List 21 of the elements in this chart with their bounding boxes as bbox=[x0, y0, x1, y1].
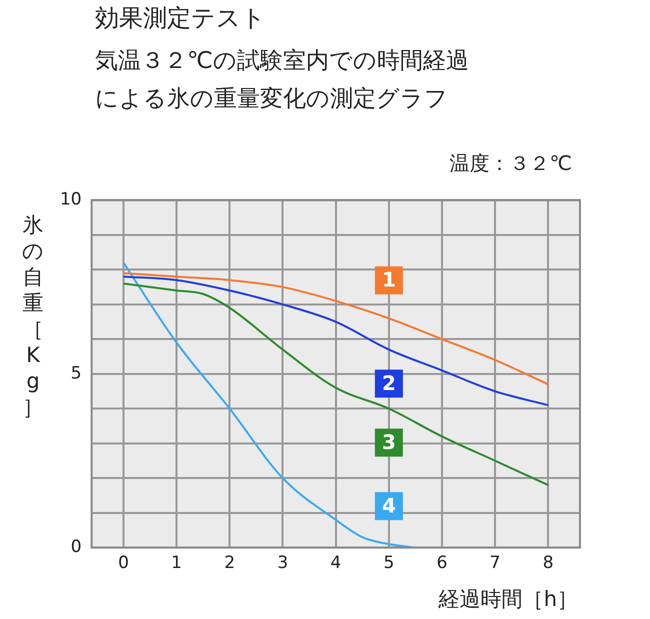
series-label: 1 bbox=[382, 268, 396, 292]
x-tick-label: 7 bbox=[490, 553, 500, 574]
x-tick-label: 6 bbox=[436, 553, 448, 574]
x-axis-title: 経過時間［h］ bbox=[438, 586, 578, 613]
y-tick-label: 0 bbox=[70, 537, 82, 558]
x-tick-label: 4 bbox=[330, 553, 342, 574]
x-tick-label: 5 bbox=[383, 553, 394, 574]
y-tick-label: 5 bbox=[70, 363, 82, 384]
chart-title: 効果測定テスト bbox=[95, 3, 266, 34]
x-tick-label: 3 bbox=[277, 553, 288, 574]
series-label: 3 bbox=[382, 430, 396, 454]
y-tick-label: 10 bbox=[60, 190, 82, 210]
series-label: 2 bbox=[382, 370, 396, 395]
x-tick-label: 0 bbox=[118, 553, 129, 574]
series-label: 4 bbox=[382, 493, 396, 518]
x-tick-label: 2 bbox=[224, 553, 236, 574]
y-axis-title: 氷の自重［Kg］ bbox=[21, 212, 45, 420]
x-tick-label: 1 bbox=[171, 553, 182, 574]
chart-subtitle: 気温３２℃の試験室内での時間経過による氷の重量変化の測定グラフ bbox=[95, 47, 470, 114]
text: 温度：３２℃ bbox=[450, 150, 572, 177]
x-tick-label: 8 bbox=[542, 553, 554, 574]
